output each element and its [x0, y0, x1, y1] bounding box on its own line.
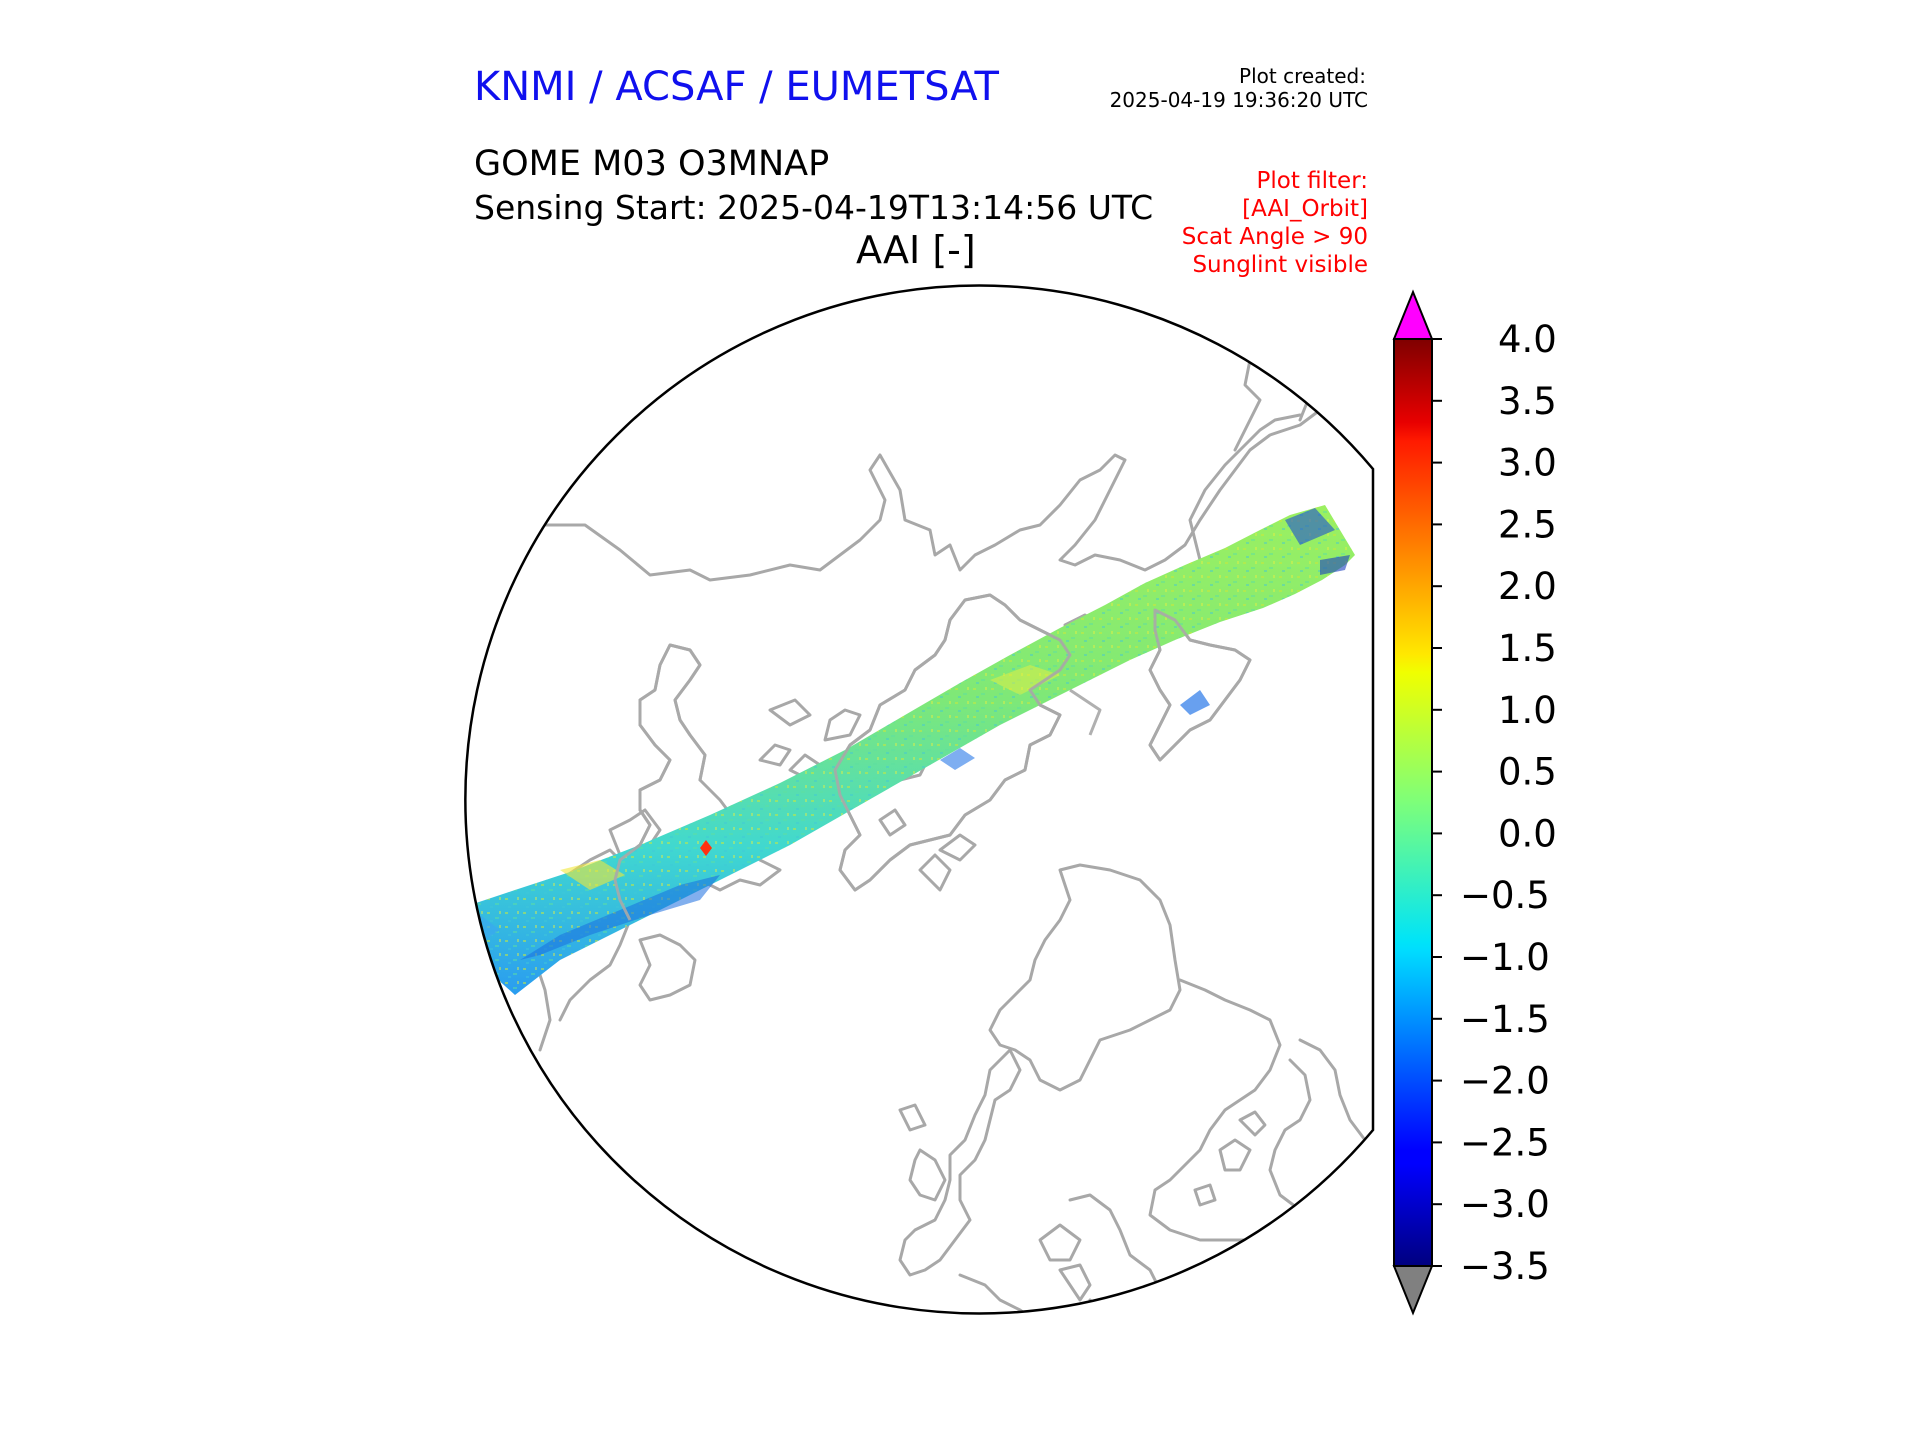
colorbar-tick-label: 0.0: [1498, 812, 1557, 855]
colorbar-frame: [1393, 338, 1433, 1267]
plot-filter-line: Sunglint visible: [1192, 252, 1368, 278]
colorbar-tick-label: 0.5: [1498, 751, 1557, 794]
colorbar-tick-label: 1.0: [1498, 689, 1557, 732]
colorbar-tick-label: −3.0: [1460, 1183, 1550, 1226]
colorbar-over-extension: [1392, 289, 1434, 340]
sensing-start: Sensing Start: 2025-04-19T13:14:56 UTC: [474, 188, 1154, 227]
variable-title: AAI [-]: [856, 228, 976, 272]
plot-created-label: Plot created:: [1239, 64, 1366, 88]
colorbar-tick-label: −1.5: [1460, 998, 1550, 1041]
plot-filter-title: Plot filter:: [1256, 168, 1368, 194]
colorbar-tick-label: −0.5: [1460, 874, 1550, 917]
map-boundary: [464, 284, 1375, 1315]
colorbar-tick-label: −1.0: [1460, 936, 1550, 979]
colorbar-tick-label: −2.0: [1460, 1060, 1550, 1103]
colorbar-tick-label: −2.5: [1460, 1121, 1550, 1164]
colorbar-under-extension: [1392, 1265, 1434, 1316]
colorbar-tick-label: 2.0: [1498, 565, 1557, 608]
product-name: GOME M03 O3MNAP: [474, 144, 830, 184]
plot-created-time: 2025-04-19 19:36:20 UTC: [1109, 88, 1368, 112]
colorbar-tick-label: 4.0: [1498, 318, 1557, 361]
colorbar-tick-label: 1.5: [1498, 627, 1557, 670]
plot-filter-line: [AAI_Orbit]: [1242, 196, 1368, 222]
plot-filter-line: Scat Angle > 90: [1181, 224, 1368, 250]
header-organizations: KNMI / ACSAF / EUMETSAT: [474, 64, 999, 110]
colorbar-tick-label: 3.5: [1498, 380, 1557, 423]
colorbar-gradient: [1394, 339, 1432, 1266]
coastlines-over-swath: [613, 593, 1252, 921]
colorbar-tick-label: −3.5: [1460, 1245, 1550, 1288]
colorbar-tick-label: 2.5: [1498, 503, 1557, 546]
colorbar-tick-label: 3.0: [1498, 442, 1557, 485]
